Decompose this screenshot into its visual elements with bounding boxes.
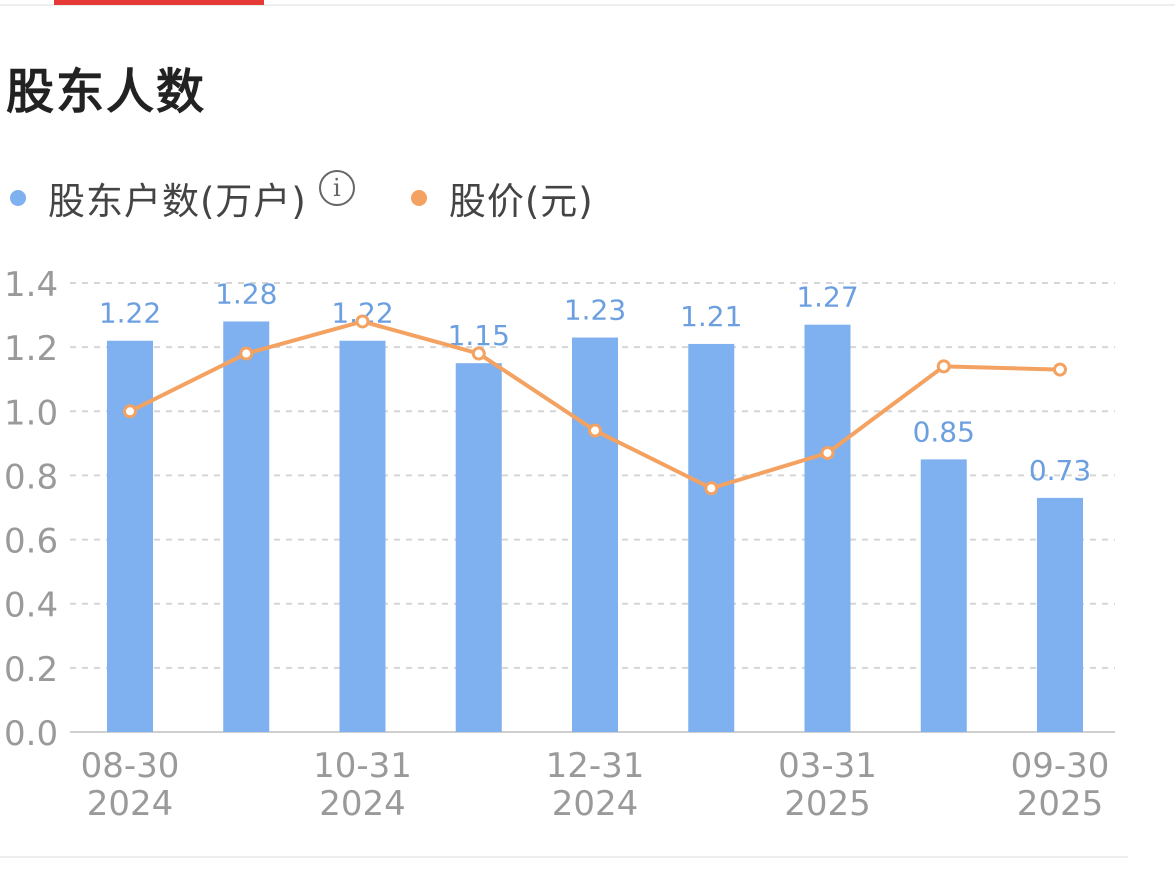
price-point [704,481,719,496]
x-tick-label: 2024 [87,784,174,824]
price-point [820,445,835,460]
legend-label-holders: 股东户数(万户) [48,180,307,223]
x-tick-label: 2025 [1017,784,1104,824]
bar [223,321,270,732]
price-point [123,404,137,419]
legend-item-holders[interactable]: 股东户数(万户) i [10,170,355,225]
bar-value-label: 1.27 [796,281,858,314]
y-tick-label: 0.4 [4,586,58,626]
bar [920,459,967,732]
bottom-divider [0,856,1128,858]
bar-value-label: 1.21 [680,300,742,333]
y-tick-label: 1.4 [4,265,58,305]
x-tick-label: 10-31 [313,746,412,786]
legend-item-price[interactable]: 股价(元) [410,171,594,225]
bar-value-label: 0.73 [1029,454,1091,487]
bar [107,340,153,732]
x-tick-label: 08-30 [81,746,180,786]
legend-label-price: 股价(元) [448,180,594,223]
y-tick-label: 0.8 [4,457,58,497]
x-tick-label: 03-31 [778,746,877,786]
bar-value-label: 1.22 [99,297,161,330]
y-tick-label: 0.0 [4,714,58,754]
legend-dot-price [410,190,427,206]
x-tick-label: 2024 [552,784,639,824]
price-point [588,423,602,438]
x-tick-label: 2024 [319,784,406,824]
price-point [355,314,370,329]
bar [339,340,386,732]
legend-dot-holders [10,190,26,206]
price-point [1053,362,1067,377]
bar-value-label: 1.23 [564,294,626,327]
bar [688,343,735,732]
info-circle-icon[interactable]: i [318,170,355,206]
y-tick-label: 1.0 [4,393,58,433]
x-tick-label: 09-30 [1011,746,1110,786]
bar [804,324,851,732]
x-tick-label: 12-31 [546,746,645,786]
price-point [936,359,951,374]
y-tick-label: 1.2 [4,329,58,369]
active-tab-indicator[interactable] [54,0,264,5]
bar [572,337,618,732]
bar [455,363,502,732]
bar-value-label: 0.85 [913,415,975,448]
bar-value-label: 1.28 [215,277,277,310]
x-tick-label: 2025 [784,784,871,824]
price-point [239,346,254,361]
bar [1037,497,1083,732]
top-divider [0,4,1175,6]
y-tick-label: 0.6 [4,522,58,562]
chart-legend: 股东户数(万户) i 股价(元) [0,170,594,226]
y-tick-label: 0.2 [4,650,58,690]
section-title: 股东人数 [6,64,207,120]
holders-chart: 0.00.20.40.60.81.01.21.41.221.281.221.15… [4,265,1115,824]
price-point [471,346,486,361]
